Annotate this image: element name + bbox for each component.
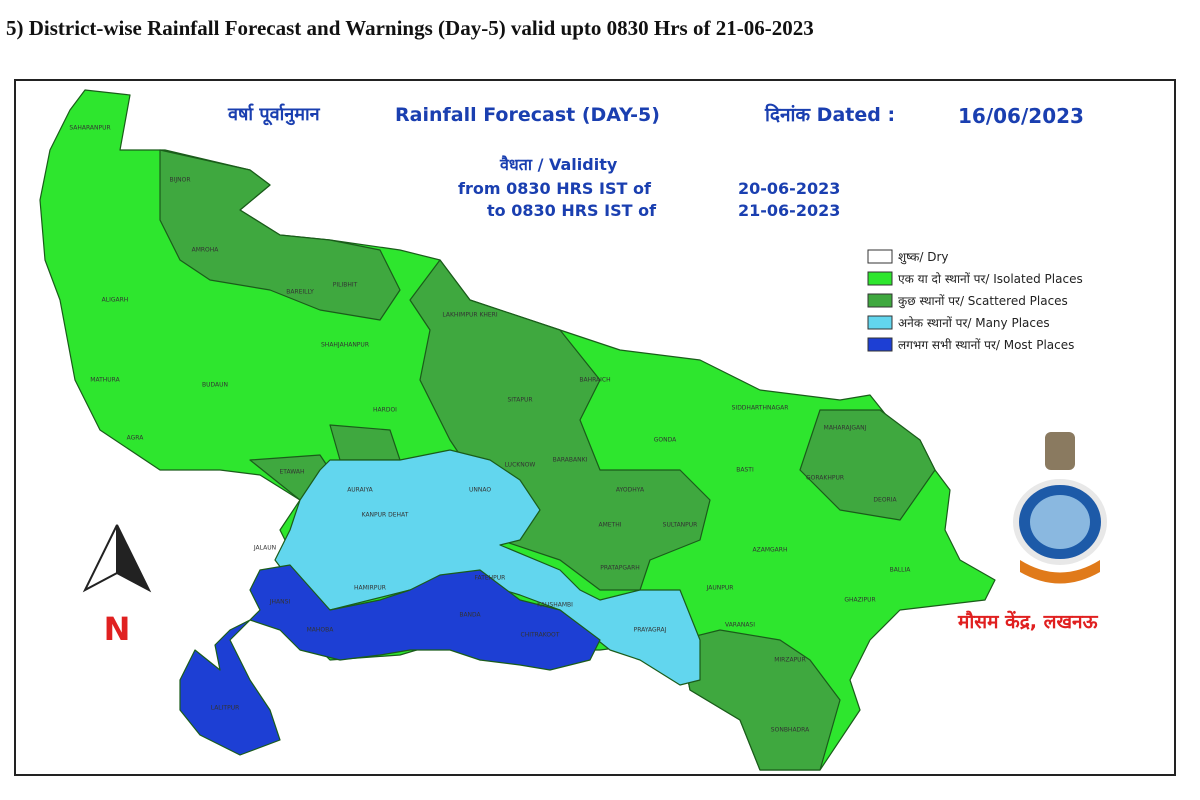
district-label: MAHARAJGANJ [824,425,867,432]
district-label: AMROHA [192,247,220,254]
district-label: AZAMGARH [753,547,788,554]
district-label: JALAUN [253,545,276,552]
legend-swatch [867,293,893,308]
validity-to-label: to 0830 HRS IST of [487,201,657,220]
validity-to: 21-06-2023 [738,201,840,220]
district-label: PRATAPGARH [600,565,640,572]
district-label: BAHRAICH [579,377,610,384]
legend-label: शुष्क/ Dry [898,250,949,265]
validity-from-label: from 0830 HRS IST of [458,179,652,198]
emblem [1013,432,1107,584]
north-arrow [116,524,152,593]
heading-hindi: वर्षा पूर्वानुमान [227,103,321,126]
district-label: BASTI [736,467,754,474]
district-label: DEORIA [873,497,897,504]
district-label: BALLIA [890,567,912,574]
district-label: KANPUR DEHAT [362,512,409,519]
district-label: SITAPUR [507,397,532,404]
district-label: JHANSI [269,599,291,606]
legend-swatch [867,315,893,330]
north-label: N [104,610,131,648]
district-label: BAREILLY [286,289,314,296]
office-label: मौसम केंद्र, लखनऊ [957,610,1099,633]
district-label: JAUNPUR [706,585,734,592]
district-label: VARANASI [725,622,755,629]
district-label: LALITPUR [211,705,240,712]
scattered-zone [799,409,936,521]
validity-label: वैधता / Validity [499,155,618,174]
district-label: GORAKHPUR [806,475,844,482]
page-title: 5) District-wise Rainfall Forecast and W… [6,16,814,40]
district-label: SONBHADRA [771,727,810,734]
dated-label: दिनांक Dated : [764,103,895,126]
district-label: BUDAUN [202,382,228,389]
district-label: CHITRAKOOT [521,632,560,639]
heading-english: Rainfall Forecast (DAY-5) [395,104,660,126]
district-label: BIJNOR [169,177,190,184]
district-label: PRAYAGRAJ [634,627,667,634]
district-label: BARABANKI [553,457,588,464]
legend-swatch [867,249,893,264]
district-label: UNNAO [469,487,491,494]
legend-swatch [867,271,893,286]
dated: 16/06/2023 [958,104,1084,128]
district-label: SIDDHARTHNAGAR [732,405,789,412]
district-label: HARDOI [373,407,397,414]
validity-from: 20-06-2023 [738,179,840,198]
legend-label: लगभग सभी स्थानों पर/ Most Places [898,338,1074,352]
district-label: SULTANPUR [663,522,698,529]
scattered-zone [409,259,711,591]
district-label: LAKHIMPUR KHERI [442,312,497,319]
scattered-zone [679,629,841,771]
district-label: GHAZIPUR [844,597,875,604]
most-zone [179,564,601,756]
scattered-zone [329,424,401,461]
district-label: LUCKNOW [505,462,536,469]
district-label: AGRA [127,435,145,442]
district-label: SHAHJAHANPUR [321,342,369,349]
district-label: GONDA [654,437,677,444]
legend-label: एक या दो स्थानों पर/ Isolated Places [898,272,1083,286]
district-label: ALIGARH [102,297,129,304]
district-label: SAHARANPUR [69,125,110,132]
district-label: AURAIYA [347,487,373,494]
district-label: BANDA [459,612,481,619]
district-label: PILIBHIT [333,282,358,289]
district-label: FATEHPUR [475,575,506,582]
district-label: KAUSHAMBI [537,602,573,609]
legend-label: कुछ स्थानों पर/ Scattered Places [898,294,1068,309]
scattered-zone [159,149,401,321]
legend-label: अनेक स्थानों पर/ Many Places [898,316,1050,330]
district-label: HAMIRPUR [354,585,386,592]
district-label: ETAWAH [280,469,305,476]
legend-swatch [867,337,893,352]
district-label: MAHOBA [307,627,335,634]
district-label: AMETHI [598,522,621,529]
district-label: MATHURA [90,377,120,384]
district-label: AYODHYA [616,487,645,494]
district-label: MIRZAPUR [774,657,806,664]
